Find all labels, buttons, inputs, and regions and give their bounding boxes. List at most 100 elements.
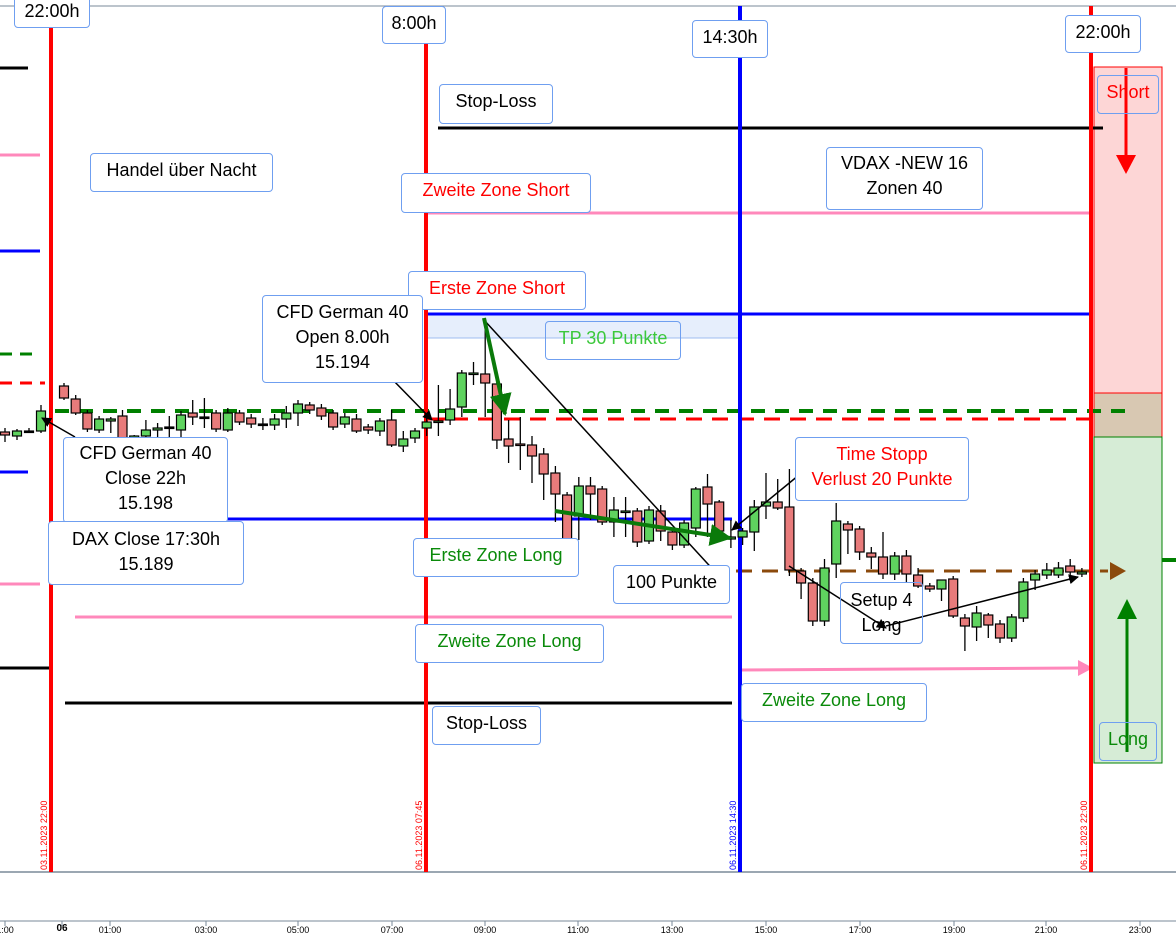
candle-body [912, 574, 924, 587]
label-cfd-open[interactable]: CFD German 40 Open 8.00h 15.194 [262, 295, 423, 383]
candle-body [1065, 565, 1076, 573]
candle [1029, 570, 1041, 590]
label-time-stop[interactable]: Time Stopp Verlust 20 Punkte [795, 437, 969, 501]
long-arrow-up-icon [1117, 599, 1137, 619]
label-erste-zone-short[interactable]: Erste Zone Short [408, 271, 586, 310]
label-vdax[interactable]: VDAX -NEW 16 Zonen 40 [826, 147, 983, 210]
candle-body [445, 408, 456, 421]
candle-body [456, 372, 467, 408]
label-stop-loss-bottom[interactable]: Stop-Loss [432, 706, 541, 745]
label-0800[interactable]: 8:00h [382, 6, 446, 44]
candle-body [480, 373, 491, 384]
candle-body [398, 438, 409, 447]
candle [468, 362, 479, 385]
axis-tick-label: 17:00 [848, 925, 872, 934]
candle [573, 477, 584, 540]
candle-body [35, 410, 47, 432]
candle-body [316, 407, 327, 417]
arrow-cfd-open [389, 376, 433, 421]
candle [795, 568, 807, 599]
candle [971, 606, 982, 641]
candle [620, 497, 631, 537]
candle [1041, 563, 1052, 579]
vertical-date-label: 03.11.2023 22:00 [39, 800, 49, 870]
candle [257, 418, 268, 430]
label-100-punkte[interactable]: 100 Punkte [613, 565, 730, 604]
candle [912, 568, 924, 588]
candle-body [23, 430, 35, 434]
axis-tick-label: 03:00 [194, 925, 218, 934]
candle [0, 428, 11, 442]
candle-body [714, 501, 725, 532]
candle [1053, 562, 1064, 578]
candle [58, 383, 70, 400]
candle [386, 410, 397, 447]
candle-body [795, 570, 807, 584]
candle-body [1029, 573, 1041, 581]
label-dax-close[interactable]: DAX Close 17:30h 15.189 [48, 521, 244, 585]
candle-body [819, 567, 830, 622]
candle [585, 477, 596, 520]
candle-body [292, 403, 304, 414]
label-2200-left[interactable]: 22:00h [14, 0, 90, 28]
candle [854, 526, 865, 560]
label-erste-zone-long[interactable]: Erste Zone Long [413, 538, 579, 577]
label-zweite-zone-long-1[interactable]: Zweite Zone Long [415, 624, 604, 663]
candle [304, 402, 315, 414]
candle [936, 579, 947, 601]
candle-body [0, 431, 11, 436]
candle-body [632, 510, 643, 543]
label-overnight[interactable]: Handel über Nacht [90, 153, 273, 192]
candle-body [597, 488, 608, 523]
candle-body [585, 485, 596, 495]
candle-body [1041, 569, 1052, 576]
candle [725, 520, 737, 548]
label-zweite-zone-short[interactable]: Zweite Zone Short [401, 173, 591, 213]
label-tp[interactable]: TP 30 Punkte [545, 321, 681, 360]
candle [877, 532, 889, 579]
candle-body [526, 444, 538, 457]
short-arrow-down-icon [1116, 155, 1136, 174]
arrow-setup-entry [788, 565, 887, 629]
candle-body [854, 528, 865, 553]
candle-body [924, 585, 935, 590]
candle-body [175, 414, 187, 431]
candle-body [58, 385, 70, 399]
label-stop-loss-top[interactable]: Stop-Loss [439, 84, 553, 124]
label-2200-right[interactable]: 22:00h [1065, 15, 1141, 53]
candle [211, 410, 222, 432]
candle-body [281, 412, 292, 420]
candle [480, 319, 491, 417]
candle [901, 550, 912, 582]
label-zweite-zone-long-2[interactable]: Zweite Zone Long [741, 683, 927, 722]
candle-body [784, 506, 795, 571]
candle-body [222, 412, 233, 431]
candle-body [421, 421, 432, 429]
candle [1076, 568, 1088, 577]
candle [842, 521, 854, 554]
pink-arrowhead-icon [1078, 660, 1093, 676]
candle [737, 528, 748, 545]
candle [316, 404, 327, 420]
overlap-zone-box [1093, 392, 1163, 438]
candle-body [386, 419, 397, 446]
candle-body [737, 530, 748, 538]
candle-body [351, 418, 362, 432]
label-long[interactable]: Long [1099, 722, 1157, 761]
candle [269, 414, 280, 430]
candle-body [234, 412, 245, 423]
label-1430[interactable]: 14:30h [692, 20, 768, 58]
label-cfd-close[interactable]: CFD German 40 Close 22h 15.198 [63, 437, 228, 523]
pink-target-line [739, 666, 1081, 672]
arrow-cfd-close [41, 417, 76, 438]
label-setup4[interactable]: Setup 4 Long [840, 582, 923, 644]
candle [690, 487, 701, 537]
label-short[interactable]: Short [1097, 75, 1159, 114]
candle-body [807, 582, 818, 622]
arrow-100-punkte [483, 319, 719, 576]
candle-body [70, 398, 81, 414]
candle [421, 418, 432, 436]
candle [175, 411, 187, 440]
candle-body [363, 426, 374, 431]
